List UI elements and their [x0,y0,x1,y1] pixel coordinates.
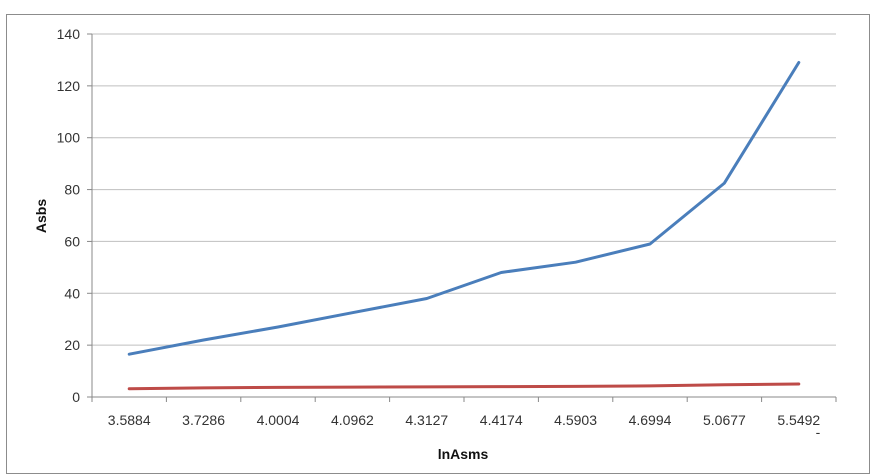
y-tick-label: 100 [57,130,81,146]
y-axis-ticks: 0 20 40 60 80 100 120 140 [57,26,92,405]
x-axis-title: lnAsms [438,446,489,462]
x-tick-label: 5.0677 [703,412,746,428]
x-tick-label: 4.3127 [405,412,448,428]
y-tick-label: 80 [64,182,80,198]
x-tick-label: 4.5903 [554,412,597,428]
x-axis-ticks: 3.5884 3.7286 4.0004 4.0962 4.3127 4.4174 4.59… [91,397,837,428]
y-axis-title: Asbs [33,199,49,233]
x-tick-label: 4.4174 [480,412,523,428]
y-tick-label: 140 [57,26,81,42]
x-tick-label: 4.0962 [331,412,374,428]
x-tick-label: 4.0004 [257,412,300,428]
series-line-2 [127,382,801,391]
x-tick-label: 5.5492 [777,412,820,428]
stray-dash-mark: - [816,424,821,440]
series-lines [127,61,801,391]
series-line-1 [127,61,801,356]
y-tick-label: 120 [57,78,81,94]
y-tick-label: 60 [64,233,80,249]
y-tick-label: 40 [64,285,80,301]
x-tick-label: 3.5884 [108,412,151,428]
gridlines [91,33,836,398]
y-tick-label: 20 [64,337,80,353]
x-tick-label: 3.7286 [182,412,225,428]
x-tick-label: 4.6994 [629,412,672,428]
y-tick-label: 0 [72,389,80,405]
